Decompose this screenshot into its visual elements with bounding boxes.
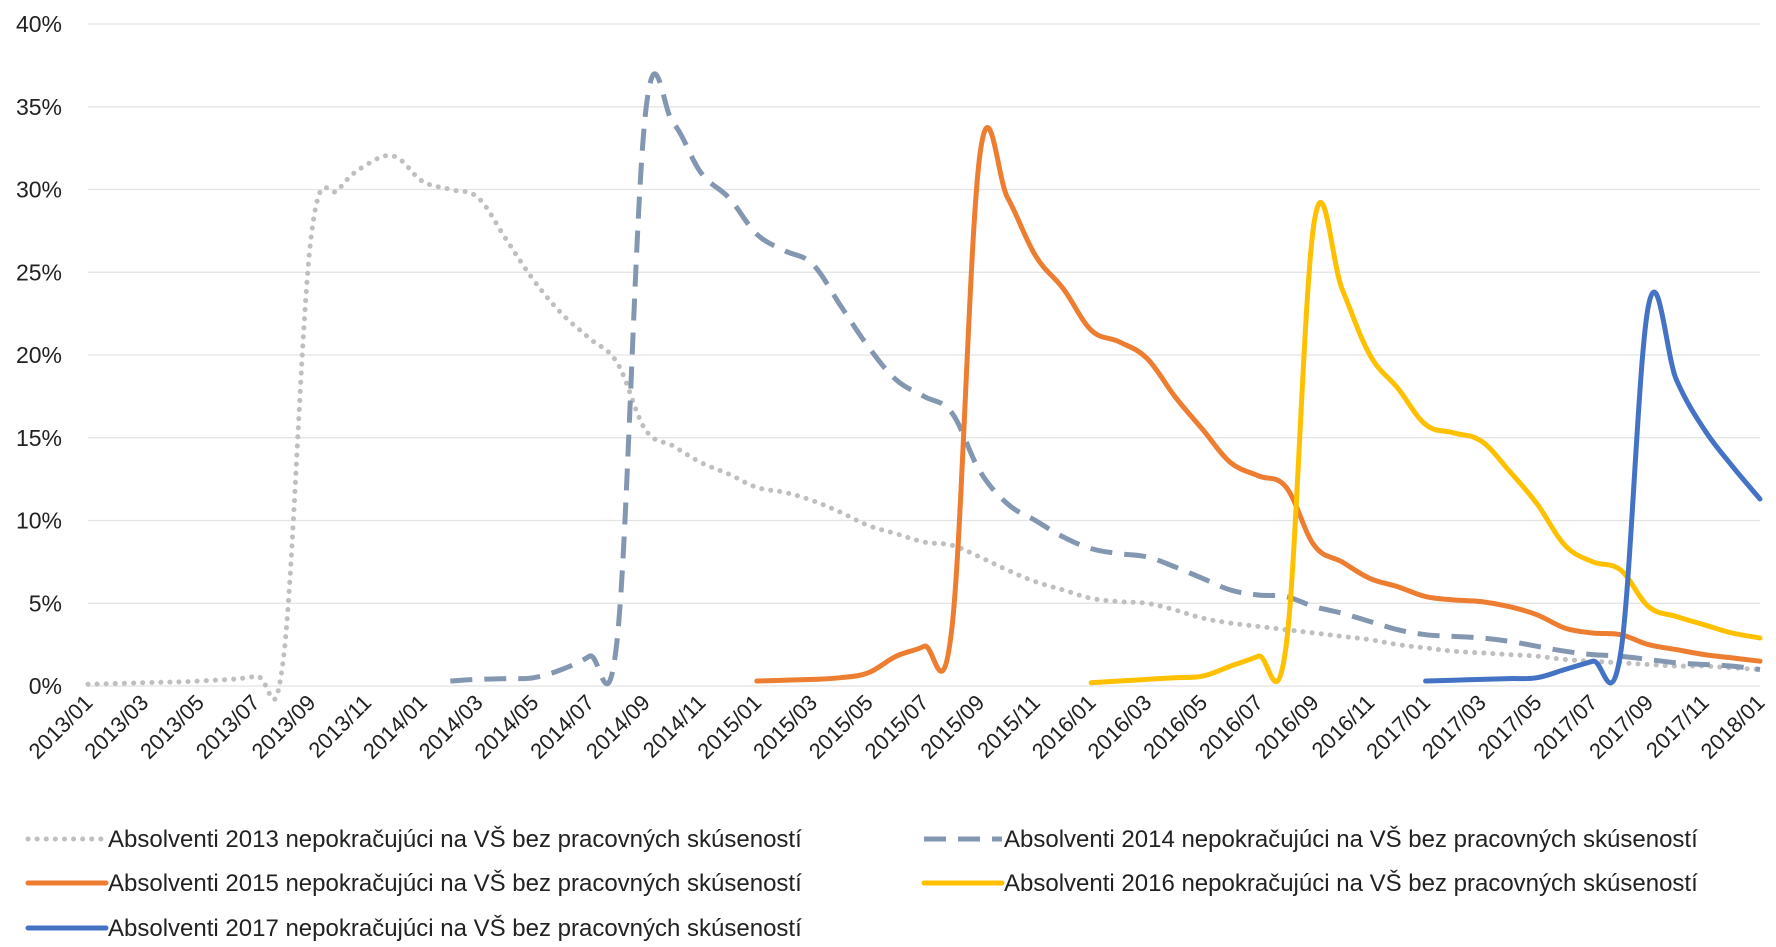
y-tick-label: 20% [16,342,62,368]
legend-label-1: Absolventi 2013 nepokračujúci na VŠ bez … [108,825,802,853]
y-tick-label: 35% [16,94,62,120]
legend-label-3: Absolventi 2015 nepokračujúci na VŠ bez … [108,869,802,897]
y-axis-ticks: 0% 5% 10% 15% 20% 25% 30% 35% 40% [16,11,62,699]
series-line-2 [450,71,1761,687]
series-line-3 [754,125,1763,684]
y-tick-label: 15% [16,425,62,451]
series-lines [85,71,1763,702]
y-tick-label: 10% [16,508,62,534]
series-line-5 [1423,289,1763,686]
series-line-1 [85,153,1763,702]
y-tick-label: 40% [16,11,62,37]
y-tick-label: 25% [16,259,62,285]
legend-label-5: Absolventi 2017 nepokračujúci na VŠ bez … [108,914,802,942]
legend-label-4: Absolventi 2016 nepokračujúci na VŠ bez … [1004,869,1698,897]
y-tick-label: 5% [29,590,62,616]
legend: Absolventi 2013 nepokračujúci na VŠ bez … [25,825,1698,942]
x-axis-ticks: 2013/012013/032013/052013/072013/092013/… [24,690,1770,764]
y-tick-label: 0% [29,673,62,699]
series-line-4 [1088,200,1763,686]
gridlines [88,23,1760,687]
y-tick-label: 30% [16,177,62,203]
legend-label-2: Absolventi 2014 nepokračujúci na VŠ bez … [1004,825,1698,853]
